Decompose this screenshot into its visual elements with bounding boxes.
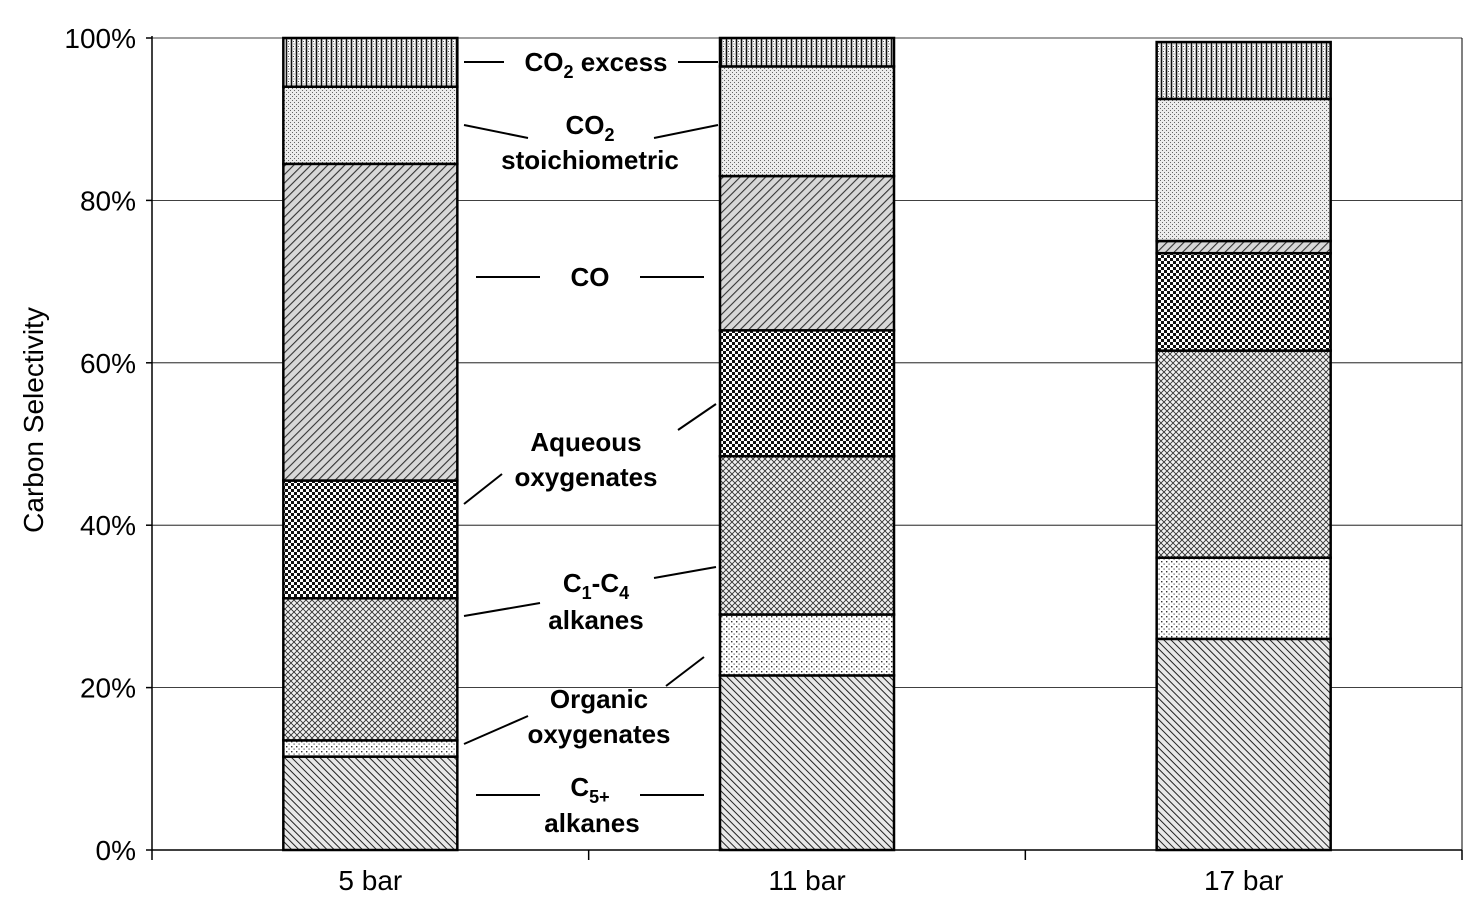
y-tick-label: 20% [80,673,136,704]
bar-segment-org [282,739,459,758]
annot-co2-stoichiometric-line2: stoichiometric [501,145,679,175]
annot-line-aqueous-left [463,473,503,505]
y-axis-label: Carbon Selectivity [18,307,49,533]
bar-segment-co [282,162,459,482]
stacked-bars [282,36,1332,852]
bar-segment-aq [282,479,459,600]
annot-c5-alkanes-line2: alkanes [544,808,639,838]
bar-segment-c1c4 [718,454,896,616]
y-tick-label: 80% [80,185,136,216]
bar-segment-aq [1155,251,1332,352]
x-tick-label: 11 bar [768,865,845,896]
bar-segment-c1c4 [1155,349,1332,559]
annot-co: CO [571,262,610,292]
bar-segment-co [1155,239,1332,255]
bar-segment-c5 [1155,637,1332,852]
annot-line-co2-stoich-left [463,124,529,139]
bar-segment-co2e [1155,40,1332,101]
annot-line-organic-right [665,656,705,687]
annot-aqueous-oxygenates: Aqueous [530,427,641,457]
annot-c1-c4-alkanes: C1-C4 [563,568,629,603]
y-tick-label: 60% [80,348,136,379]
y-tick-label: 0% [96,835,136,866]
annot-line-co2-stoich-right [653,124,719,139]
annot-line-c1c4-left [463,602,541,617]
bar-segment-co2e [282,36,459,88]
annotations: CO2 excess CO2 stoichiometric CO Aqueous… [463,47,719,838]
annot-co2-excess: CO2 excess [525,47,668,82]
annot-c1-c4-alkanes-line2: alkanes [548,605,643,635]
x-tick-label: 5 bar [338,865,402,896]
annot-aqueous-oxygenates-line2: oxygenates [514,462,657,492]
bar-segment-org [718,613,896,677]
bar-segment-co2s [718,65,896,178]
bar-segment-co2s [1155,97,1332,243]
annot-organic-oxygenates-line2: oxygenates [527,719,670,749]
annot-organic-oxygenates: Organic [550,684,648,714]
tick-labels: 0% 20% 40% 60% 80% 100% 5 bar 11 bar 17 bar [64,23,1283,896]
bar-segment-c1c4 [282,597,459,742]
annot-c5-alkanes: C5+ [570,772,609,807]
annot-line-aqueous-right [677,403,717,431]
bar-segment-aq [718,329,896,458]
bar-segment-co [718,174,896,332]
x-tick-label: 17 bar [1204,865,1283,896]
y-tick-label: 40% [80,510,136,541]
annot-line-organic-left [463,715,529,745]
annot-co2-stoichiometric: CO2 [565,110,614,145]
bar-segment-c5 [282,755,459,852]
bar-segment-co2s [282,85,459,166]
annot-line-c1c4-right [653,566,717,579]
y-tick-label: 100% [64,23,136,54]
bar-segment-c5 [718,674,896,852]
bar-segment-org [1155,556,1332,641]
bar-segment-co2e [718,36,896,68]
